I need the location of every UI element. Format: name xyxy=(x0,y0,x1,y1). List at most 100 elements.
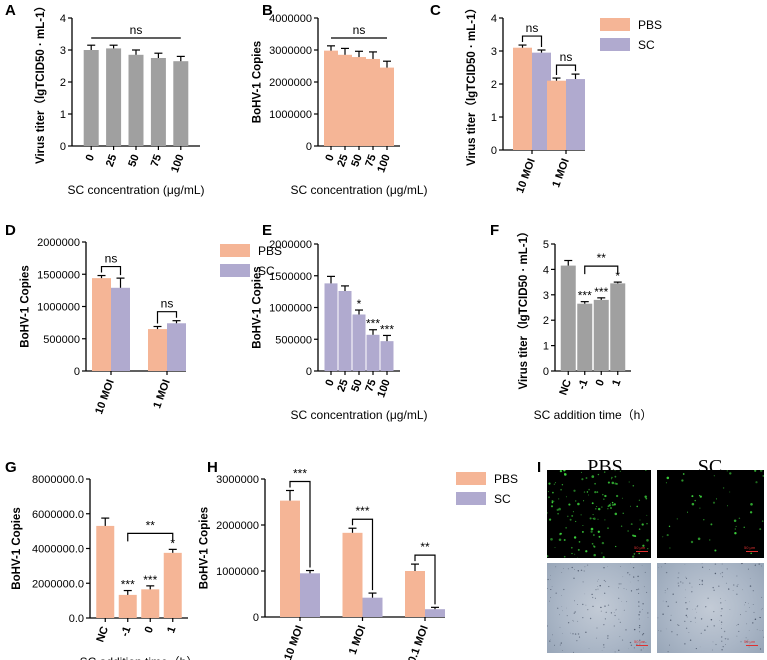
x-tick-label: -1 xyxy=(576,378,591,391)
y-tick-label: 1 xyxy=(491,112,497,124)
significance-bracket xyxy=(127,532,174,542)
x-tick-label: -1 xyxy=(119,625,134,638)
bar xyxy=(338,290,352,371)
significance-label: ** xyxy=(146,518,156,532)
significance-stars: *** xyxy=(594,285,608,299)
y-tick-label: 1 xyxy=(60,109,66,121)
legend-swatch-pbs xyxy=(600,18,630,31)
x-tick-label: 0 xyxy=(143,625,156,635)
legend-swatch-sc xyxy=(600,38,630,51)
micrograph-texture xyxy=(546,563,649,653)
bar-sc xyxy=(111,287,130,371)
x-tick-label: 0 xyxy=(84,153,97,163)
legend-label-sc: SC xyxy=(638,38,655,52)
bar xyxy=(324,283,338,371)
panel-label: E xyxy=(262,222,272,239)
legend-label-pbs: PBS xyxy=(494,472,518,486)
bar xyxy=(610,283,626,371)
panel-label: A xyxy=(5,2,16,19)
y-tick-label: 3 xyxy=(543,290,549,302)
legend-swatch-sc xyxy=(220,264,250,277)
significance-bracket xyxy=(156,311,178,324)
y-tick-label: 0 xyxy=(306,366,312,378)
significance-stars: *** xyxy=(143,573,157,587)
y-tick-label: 2000000 xyxy=(37,237,80,249)
x-tick-label: 0 xyxy=(323,378,336,388)
x-tick-label: 1 xyxy=(610,378,623,388)
scale-text: 50 μm xyxy=(634,639,646,644)
x-tick-label: 10 MOI xyxy=(282,624,306,660)
x-axis-label: SC concentration (μg/mL) xyxy=(68,183,205,197)
x-tick-label: 50 xyxy=(126,153,141,169)
bar xyxy=(118,594,137,618)
scale-text: 50 μm xyxy=(744,545,756,550)
y-axis-label: BoHV-1 Copies xyxy=(20,265,32,347)
y-tick-label: 4000000 xyxy=(269,13,312,25)
bar-sc xyxy=(362,597,383,617)
x-tick-label: 1 xyxy=(165,625,178,635)
x-tick-label: NC xyxy=(94,625,111,644)
x-tick-label: 50 xyxy=(349,378,364,394)
scale-bar xyxy=(636,551,648,552)
legend-label-pbs: PBS xyxy=(638,18,662,32)
y-tick-label: 6000000.0 xyxy=(32,509,84,521)
bar xyxy=(163,552,182,618)
bar xyxy=(577,303,593,371)
significance-label: ** xyxy=(597,251,607,265)
micrograph-texture xyxy=(662,469,765,555)
significance-bracket xyxy=(289,480,311,568)
significance-stars: *** xyxy=(380,322,394,336)
y-tick-label: 1500000 xyxy=(37,269,80,281)
x-tick-label: 25 xyxy=(104,153,119,169)
y-axis-label: BoHV-1 Copies xyxy=(252,266,264,348)
x-tick-label: 1 MOI xyxy=(347,624,369,656)
y-tick-label: 3 xyxy=(491,46,497,58)
x-tick-label: 100 xyxy=(375,153,393,174)
y-tick-label: 0 xyxy=(74,366,80,378)
legend-label-pbs: PBS xyxy=(258,244,282,258)
y-tick-label: 2 xyxy=(543,315,549,327)
significance-stars: * xyxy=(170,536,175,550)
significance-label: ns xyxy=(130,23,143,37)
bar-sc xyxy=(167,323,186,371)
legend-label-sc: SC xyxy=(258,264,275,278)
bar-sc xyxy=(566,79,585,150)
bar-pbs xyxy=(342,532,363,617)
x-tick-label: 75 xyxy=(363,378,378,394)
micrograph-texture xyxy=(657,562,765,653)
significance-stars: *** xyxy=(578,289,592,303)
scale-text: 50 μm xyxy=(744,639,756,644)
y-tick-label: 3000000 xyxy=(269,45,312,57)
y-axis-label: BoHV-1 Copies xyxy=(199,507,211,589)
fluorescence-micrograph-sc xyxy=(657,469,765,558)
x-tick-label: 100 xyxy=(375,378,393,399)
x-tick-label: 50 xyxy=(349,153,364,169)
bar-sc xyxy=(425,609,445,617)
x-tick-label: 75 xyxy=(363,153,378,169)
y-tick-label: 3000000 xyxy=(216,474,259,486)
panel-label: C xyxy=(430,2,441,19)
bar xyxy=(352,314,366,371)
panel-label: B xyxy=(262,2,273,19)
bar xyxy=(324,50,338,146)
y-tick-label: 2000000 xyxy=(269,77,312,89)
y-axis-label: Virus titer（lgTCID50 · mL-1） xyxy=(33,0,47,164)
bar xyxy=(366,334,380,371)
significance-bracket xyxy=(521,35,543,48)
x-tick-label: 100 xyxy=(169,153,187,174)
significance-label: ns xyxy=(526,21,539,35)
y-tick-label: 4000000.0 xyxy=(32,544,84,556)
brightfield-micrograph-pbs xyxy=(546,563,651,653)
x-axis-label: SC concentration (μg/mL) xyxy=(291,183,428,197)
y-tick-label: 1500000 xyxy=(269,271,312,283)
bar-pbs xyxy=(513,47,532,151)
y-tick-label: 1000000 xyxy=(269,303,312,315)
y-axis-label: Virus titer（lgTCID50 · mL-1） xyxy=(516,225,530,389)
significance-stars: * xyxy=(357,297,362,311)
legend-swatch-sc xyxy=(456,492,486,505)
